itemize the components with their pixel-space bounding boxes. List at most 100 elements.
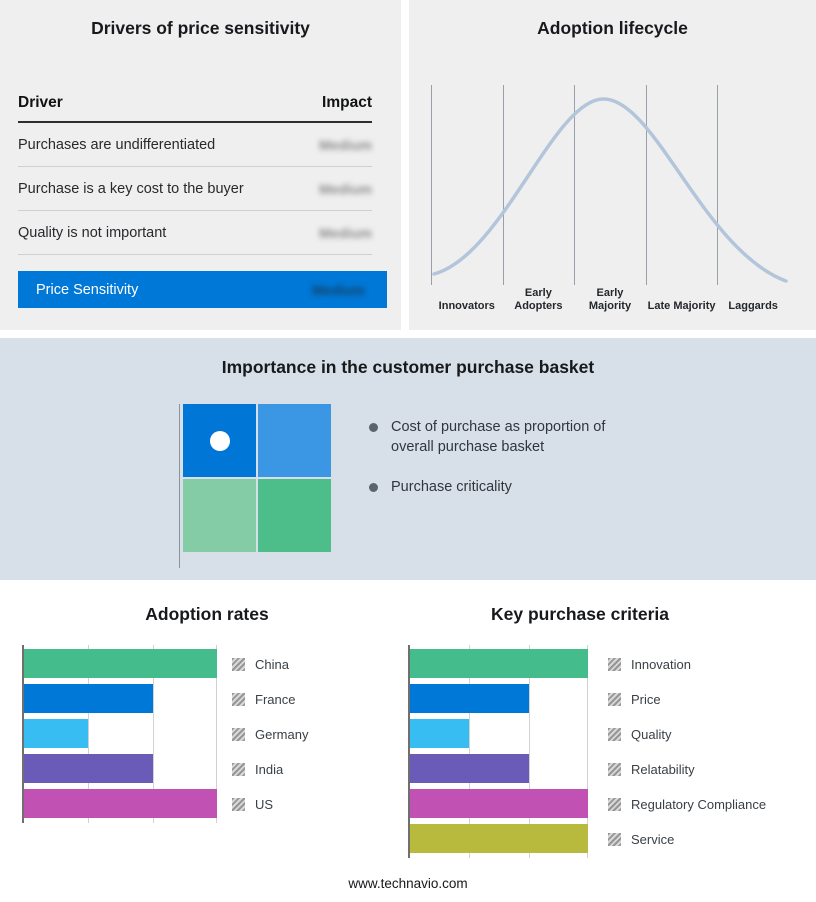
bar-india	[24, 754, 153, 783]
bar-relatability	[410, 754, 529, 783]
driver-cell: Purchases are undifferentiated	[18, 136, 216, 153]
legend-label: India	[255, 762, 284, 777]
legend-swatch-icon	[232, 763, 245, 776]
bar-quality	[410, 719, 470, 748]
legend-label: France	[255, 692, 296, 707]
bar-china	[24, 649, 217, 678]
legend-label: Service	[631, 832, 675, 847]
lifecycle-panel: Adoption lifecycle Innovators Early Adop…	[409, 0, 816, 330]
gridline	[216, 645, 217, 823]
stage-label: Late Majority	[647, 299, 716, 312]
lifecycle-chart	[431, 85, 789, 285]
gridline	[502, 85, 504, 285]
gridline	[528, 645, 530, 858]
impact-cell-blurred: Medium	[319, 224, 372, 241]
legend-item: Innovation	[608, 647, 766, 682]
legend-item: Service	[608, 822, 766, 857]
drivers-panel-title: Drivers of price sensitivity	[91, 18, 310, 38]
legend-item: China	[232, 647, 308, 682]
legend-swatch-icon	[232, 658, 245, 671]
legend-label: Germany	[255, 727, 309, 742]
legend-label: Quality	[631, 727, 672, 742]
legend-label: Regulatory Compliance	[631, 797, 767, 812]
bar-innovation	[410, 649, 588, 678]
basket-title: Importance in the customer purchase bask…	[221, 357, 595, 377]
bar-us	[24, 789, 217, 818]
bar-germany	[24, 719, 89, 748]
quadrant-bottom-left	[183, 479, 256, 552]
legend-swatch-icon	[608, 693, 621, 706]
legend-swatch-icon	[608, 658, 621, 671]
legend-label: Innovation	[631, 657, 691, 672]
price-sensitivity-highlight-row: Price Sensitivity Medium	[18, 271, 387, 308]
quadrant-axis-line	[179, 404, 180, 568]
bar-regulatory-compliance	[410, 789, 588, 818]
legend-swatch-icon	[232, 798, 245, 811]
gridline	[152, 645, 154, 823]
impact-cell-blurred: Medium	[319, 180, 372, 197]
legend-swatch-icon	[608, 833, 621, 846]
gridline	[431, 85, 432, 285]
legend-label: Price	[631, 692, 661, 707]
quadrant-top-left	[183, 404, 256, 477]
table-row: Purchases are undifferentiated Medium	[18, 123, 372, 167]
legend-item: Price	[608, 682, 766, 717]
legend-item: US	[232, 787, 308, 822]
table-row: Quality is not important Medium	[18, 211, 372, 255]
basket-bullet-list: Cost of purchase as proportion of overal…	[369, 418, 636, 519]
key-purchase-criteria-title: Key purchase criteria	[490, 604, 669, 624]
adoption-rates-legend: China France Germany India US	[232, 647, 308, 822]
bullet-icon	[369, 423, 378, 432]
price-sensitivity-label: Price Sensitivity	[36, 281, 139, 298]
bar-france	[24, 684, 153, 713]
bullet-text: Cost of purchase as proportion of overal…	[391, 419, 606, 455]
legend-item: Germany	[232, 717, 308, 752]
lifecycle-stage-labels: Innovators Early Adopters Early Majority…	[431, 287, 789, 312]
quadrant-graphic	[183, 404, 331, 552]
bullet-text: Purchase criticality	[391, 479, 512, 496]
purchase-basket-band: Importance in the customer purchase bask…	[0, 338, 816, 580]
footer-url[interactable]: www.technavio.com	[348, 876, 468, 891]
adoption-rates-title: Adoption rates	[145, 604, 269, 624]
list-item: Purchase criticality	[369, 478, 636, 498]
marker-dot-icon	[209, 430, 230, 451]
lifecycle-panel-title: Adoption lifecycle	[537, 18, 688, 38]
legend-swatch-icon	[232, 728, 245, 741]
quadrant-bottom-right	[258, 479, 331, 552]
legend-swatch-icon	[608, 763, 621, 776]
legend-item: Relatability	[608, 752, 766, 787]
quadrant-top-right	[258, 404, 331, 477]
list-item: Cost of purchase as proportion of overal…	[369, 418, 636, 457]
legend-swatch-icon	[608, 798, 621, 811]
driver-cell: Purchase is a key cost to the buyer	[18, 180, 244, 197]
gridline	[645, 85, 647, 285]
impact-cell-blurred: Medium	[312, 281, 365, 298]
table-row: Purchase is a key cost to the buyer Medi…	[18, 167, 372, 211]
gridline	[88, 645, 90, 823]
driver-cell: Quality is not important	[18, 224, 167, 241]
drivers-panel: Drivers of price sensitivity Driver Impa…	[0, 0, 401, 330]
table-header-row: Driver Impact	[18, 94, 372, 123]
driver-column-header: Driver	[18, 94, 63, 111]
bullet-icon	[369, 483, 378, 493]
stage-label: Innovators	[438, 299, 495, 312]
legend-item: France	[232, 682, 308, 717]
stage-label: Laggards	[728, 299, 778, 312]
legend-item: Regulatory Compliance	[608, 787, 766, 822]
legend-item: India	[232, 752, 308, 787]
key-purchase-criteria-legend: Innovation Price Quality Relatability Re…	[608, 647, 766, 857]
key-purchase-criteria-plot	[408, 645, 588, 858]
legend-label: US	[255, 797, 274, 812]
legend-item: Quality	[608, 717, 766, 752]
bar-service	[410, 824, 588, 853]
drivers-table: Driver Impact Purchases are undifferenti…	[18, 94, 387, 308]
bar-price	[410, 684, 529, 713]
stage-label: Early Adopters	[514, 287, 563, 312]
gridline	[587, 645, 588, 858]
legend-swatch-icon	[608, 728, 621, 741]
gridline	[574, 85, 576, 285]
impact-column-header: Impact	[322, 94, 372, 111]
gridline	[717, 85, 719, 285]
bell-curve	[432, 97, 788, 283]
